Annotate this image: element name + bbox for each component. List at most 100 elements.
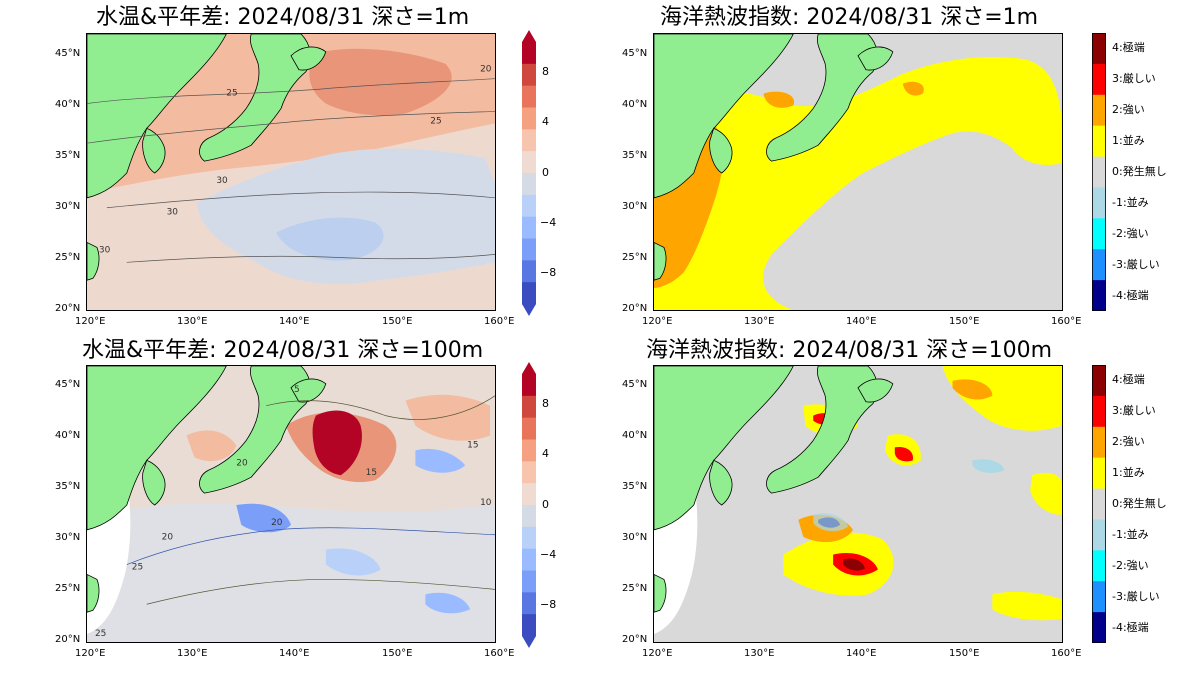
- mhw-category-label: -2:強い: [1112, 558, 1149, 572]
- land-korea: [709, 459, 733, 506]
- colorbar-category: [1092, 280, 1106, 311]
- lat-tick: 35°N: [622, 150, 648, 161]
- colorbar-bin: [522, 483, 536, 506]
- land-japan: [766, 34, 878, 162]
- mhw-category-label: -4:極端: [1112, 288, 1149, 302]
- mhw-category-label: 2:強い: [1112, 435, 1145, 449]
- mhw-category-label: 4:極端: [1112, 41, 1145, 55]
- mhw-category-label: -3:厳しい: [1112, 257, 1160, 271]
- mhw-colorbar-labels: 4:極端 3:厳しい 2:強い 1:並み 0:発生無し -1:並み -2:強い -3:厳しい -…: [1112, 365, 1192, 643]
- contour-label: 15: [467, 440, 478, 450]
- lon-tick: 150°E: [382, 316, 413, 327]
- lon-tick: 130°E: [177, 648, 208, 659]
- panel-title: 海洋熱波指数: 2024/08/31 深さ=100m: [646, 338, 1053, 363]
- land-taiwan: [654, 242, 667, 281]
- colorbar-bin: [522, 395, 536, 419]
- lon-tick: 130°E: [177, 316, 208, 327]
- lat-tick: 40°N: [622, 430, 648, 441]
- mhw-colorbar: [1092, 33, 1106, 311]
- lon-tick: 120°E: [642, 316, 673, 327]
- colorbar-bin: [522, 417, 536, 440]
- colorbar-bin: [522, 238, 536, 261]
- mhw-moderate: [992, 591, 1062, 621]
- colorbar-bin: [522, 42, 536, 65]
- colorbar-bin: [522, 282, 536, 305]
- lon-tick: 120°E: [642, 648, 673, 659]
- cool-anomaly: [325, 548, 381, 576]
- anomaly-colorbar: [522, 30, 536, 316]
- lat-tick: 40°N: [55, 430, 81, 441]
- lon-tick: 150°E: [382, 648, 413, 659]
- contour-label: 30: [167, 208, 179, 218]
- land-hokkaido: [290, 378, 327, 403]
- contour-label: 25: [226, 89, 237, 99]
- lon-tick: 120°E: [75, 648, 106, 659]
- colorbar-tick: −4: [540, 548, 557, 561]
- colorbar-tick: 0: [542, 166, 549, 179]
- anomaly-map-100m: 5 20 15 15 10 20 20 25 25: [86, 365, 496, 643]
- cool-anomaly: [196, 148, 495, 284]
- colorbar-category: [1092, 365, 1106, 397]
- cold-moderate: [813, 513, 849, 532]
- lat-tick: 25°N: [622, 583, 648, 594]
- contour-label: 10: [480, 498, 492, 508]
- colorbar-category: [1092, 581, 1106, 613]
- colorbar-extend-min: [522, 636, 536, 648]
- colorbar-extend-max: [522, 362, 536, 374]
- colorbar-extend-min: [522, 304, 536, 316]
- mhw-strong-spot: [763, 91, 795, 108]
- colorbar-bin: [522, 194, 536, 218]
- warm-anomaly: [186, 430, 237, 462]
- colorbar-category: [1092, 63, 1106, 96]
- mhw-category-label: 4:極端: [1112, 373, 1145, 387]
- colorbar-category: [1092, 550, 1106, 582]
- mhw-category-label: -2:強い: [1112, 226, 1149, 240]
- land-hokkaido: [290, 46, 327, 71]
- colorbar-tick: 4: [542, 115, 549, 128]
- land-taiwan: [654, 574, 667, 613]
- lat-tick: 20°N: [622, 634, 648, 645]
- contour-label: 20: [480, 65, 492, 75]
- colorbar-bin: [522, 614, 536, 637]
- colorbar-bin: [522, 151, 536, 174]
- colorbar-tick: 0: [542, 498, 549, 511]
- colorbar-bin: [522, 548, 536, 571]
- colorbar-category: [1092, 488, 1106, 520]
- panel-title: 海洋熱波指数: 2024/08/31 深さ=1m: [660, 5, 1039, 30]
- mhw-strong: [952, 379, 993, 400]
- lat-tick: 35°N: [55, 481, 81, 492]
- warm-anomaly: [405, 394, 491, 441]
- colorbar-category: [1092, 612, 1106, 643]
- colorbar-category: [1092, 249, 1106, 281]
- strong-warm-anomaly: [312, 410, 362, 476]
- land-japan: [199, 34, 311, 162]
- colorbar-bin: [522, 129, 536, 152]
- colorbar-bin: [522, 173, 536, 196]
- colorbar-bin: [522, 260, 536, 283]
- colorbar-category: [1092, 156, 1106, 188]
- colorbar-category: [1092, 33, 1106, 65]
- lat-tick: 30°N: [55, 201, 81, 212]
- cold-moderate: [972, 459, 1005, 473]
- colorbar-bin: [522, 63, 536, 87]
- colorbar-tick: −8: [540, 266, 557, 279]
- anomaly-map-1m: 25 20 25 30 30 30: [86, 33, 496, 311]
- contour-label: 15: [366, 468, 377, 478]
- lat-tick: 30°N: [55, 532, 81, 543]
- land-hokkaido: [857, 378, 894, 403]
- lon-tick: 140°E: [279, 648, 310, 659]
- mhw-category-label: 1:並み: [1112, 466, 1145, 480]
- mhw-category-label: 2:強い: [1112, 103, 1145, 117]
- colorbar-category: [1092, 426, 1106, 459]
- contour-label: 30: [99, 245, 111, 255]
- contour-label: 25: [430, 116, 441, 126]
- lat-tick: 20°N: [55, 303, 81, 314]
- lat-tick: 20°N: [55, 634, 81, 645]
- lat-tick: 45°N: [622, 379, 648, 390]
- lat-tick: 25°N: [622, 252, 648, 263]
- lat-tick: 30°N: [622, 201, 648, 212]
- mhw-category-label: -1:並み: [1112, 195, 1149, 209]
- mhw-category-label: 3:厳しい: [1112, 72, 1156, 86]
- lon-tick: 140°E: [846, 316, 877, 327]
- mhw-map-100m: [653, 365, 1063, 643]
